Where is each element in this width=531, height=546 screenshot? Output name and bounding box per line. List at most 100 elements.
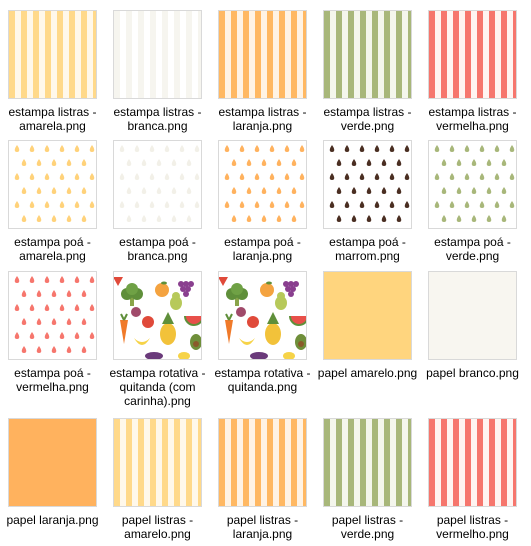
dot-mark [284,201,290,208]
dot-mark [59,201,65,208]
dot-mark [486,159,492,166]
dot-mark [81,215,87,222]
dot-mark [464,173,470,180]
dot-mark [134,145,140,152]
avocado-icon [190,334,201,350]
file-item[interactable]: estampa poá - branca.png [105,140,210,263]
file-item[interactable]: estampa listras - laranja.png [210,10,315,133]
dot-mark [164,201,170,208]
dot-mark [171,159,177,166]
dot-mark [254,173,260,180]
dot-mark [381,187,387,194]
plum-icon [236,307,246,317]
lemon-icon [178,352,190,359]
dot-mark [44,332,50,339]
dot-pattern [119,145,200,222]
dot-mark [359,173,365,180]
dot-mark [284,145,290,152]
dot-mark [389,201,395,208]
file-item[interactable]: estampa listras - branca.png [105,10,210,133]
dot-mark [261,187,267,194]
watermelon-icon [184,315,201,326]
dot-mark [456,215,462,222]
dot-mark [66,346,72,353]
strawberry-icon [219,277,228,286]
dot-mark [59,145,65,152]
dot-mark [89,304,95,311]
dot-mark [171,187,177,194]
dot-mark [179,201,185,208]
dot-mark [336,215,342,222]
file-item[interactable]: estampa rotativa - quitanda (com carinha… [105,271,210,408]
file-item[interactable]: papel listras - laranja.png [210,418,315,541]
orange-icon [260,281,274,297]
dot-mark [344,201,350,208]
file-item[interactable]: papel branco.png [420,271,525,380]
file-item[interactable]: papel listras - amarelo.png [105,418,210,541]
dot-mark [396,187,402,194]
dot-mark [449,201,455,208]
dot-mark [141,215,147,222]
tomato-icon [142,316,154,328]
dot-mark [81,159,87,166]
file-thumbnail [8,418,97,507]
dot-pattern [14,276,95,353]
file-item[interactable]: estampa rotativa - quitanda.png [210,271,315,394]
file-item[interactable]: estampa poá - vermelha.png [0,271,105,394]
dot-mark [509,145,515,152]
dot-mark [36,318,42,325]
file-name-label: estampa listras - laranja.png [218,105,307,133]
file-thumbnail [113,271,202,360]
dot-mark [44,304,50,311]
dot-mark [231,215,237,222]
dot-mark [441,187,447,194]
dot-mark [21,187,27,194]
dot-mark [389,173,395,180]
dot-mark [126,159,132,166]
carrot-icon [225,313,233,344]
dot-mark [66,215,72,222]
dot-mark [381,215,387,222]
dot-mark [59,173,65,180]
file-item[interactable]: papel amarelo.png [315,271,420,380]
file-name-label: papel listras - vermelho.png [436,513,509,541]
file-item[interactable]: papel laranja.png [0,418,105,527]
file-item[interactable]: estampa listras - vermelha.png [420,10,525,133]
dot-mark [74,276,80,283]
file-name-label: papel listras - laranja.png [226,513,299,541]
file-thumbnail [113,140,202,229]
dot-mark [126,187,132,194]
dot-mark [261,215,267,222]
dot-mark [14,276,20,283]
file-thumbnail [113,418,202,507]
file-item[interactable]: papel listras - vermelho.png [420,418,525,541]
file-item[interactable]: estampa poá - laranja.png [210,140,315,263]
banana-icon [239,338,255,345]
dot-mark [224,173,230,180]
dot-mark [494,201,500,208]
dot-mark [74,173,80,180]
file-name-label: papel laranja.png [6,513,99,527]
file-item[interactable]: papel listras - verde.png [315,418,420,541]
pear-icon [275,292,287,310]
dot-mark [89,201,95,208]
dot-mark [14,332,20,339]
dot-mark [44,145,50,152]
file-name-label: papel listras - amarelo.png [121,513,194,541]
file-thumbnail [323,10,412,99]
dot-mark [186,187,192,194]
dot-mark [381,159,387,166]
file-item[interactable]: estampa listras - verde.png [315,10,420,133]
dot-mark [239,173,245,180]
file-name-label: estampa poá - marrom.png [329,235,406,263]
dot-mark [164,145,170,152]
file-item[interactable]: estampa poá - amarela.png [0,140,105,263]
file-item[interactable]: estampa poá - verde.png [420,140,525,263]
file-item[interactable]: estampa listras - amarela.png [0,10,105,133]
file-item[interactable]: estampa poá - marrom.png [315,140,420,263]
dot-mark [29,201,35,208]
dot-mark [366,159,372,166]
dot-pattern [434,145,515,222]
file-name-label: estampa listras - branca.png [113,105,202,133]
